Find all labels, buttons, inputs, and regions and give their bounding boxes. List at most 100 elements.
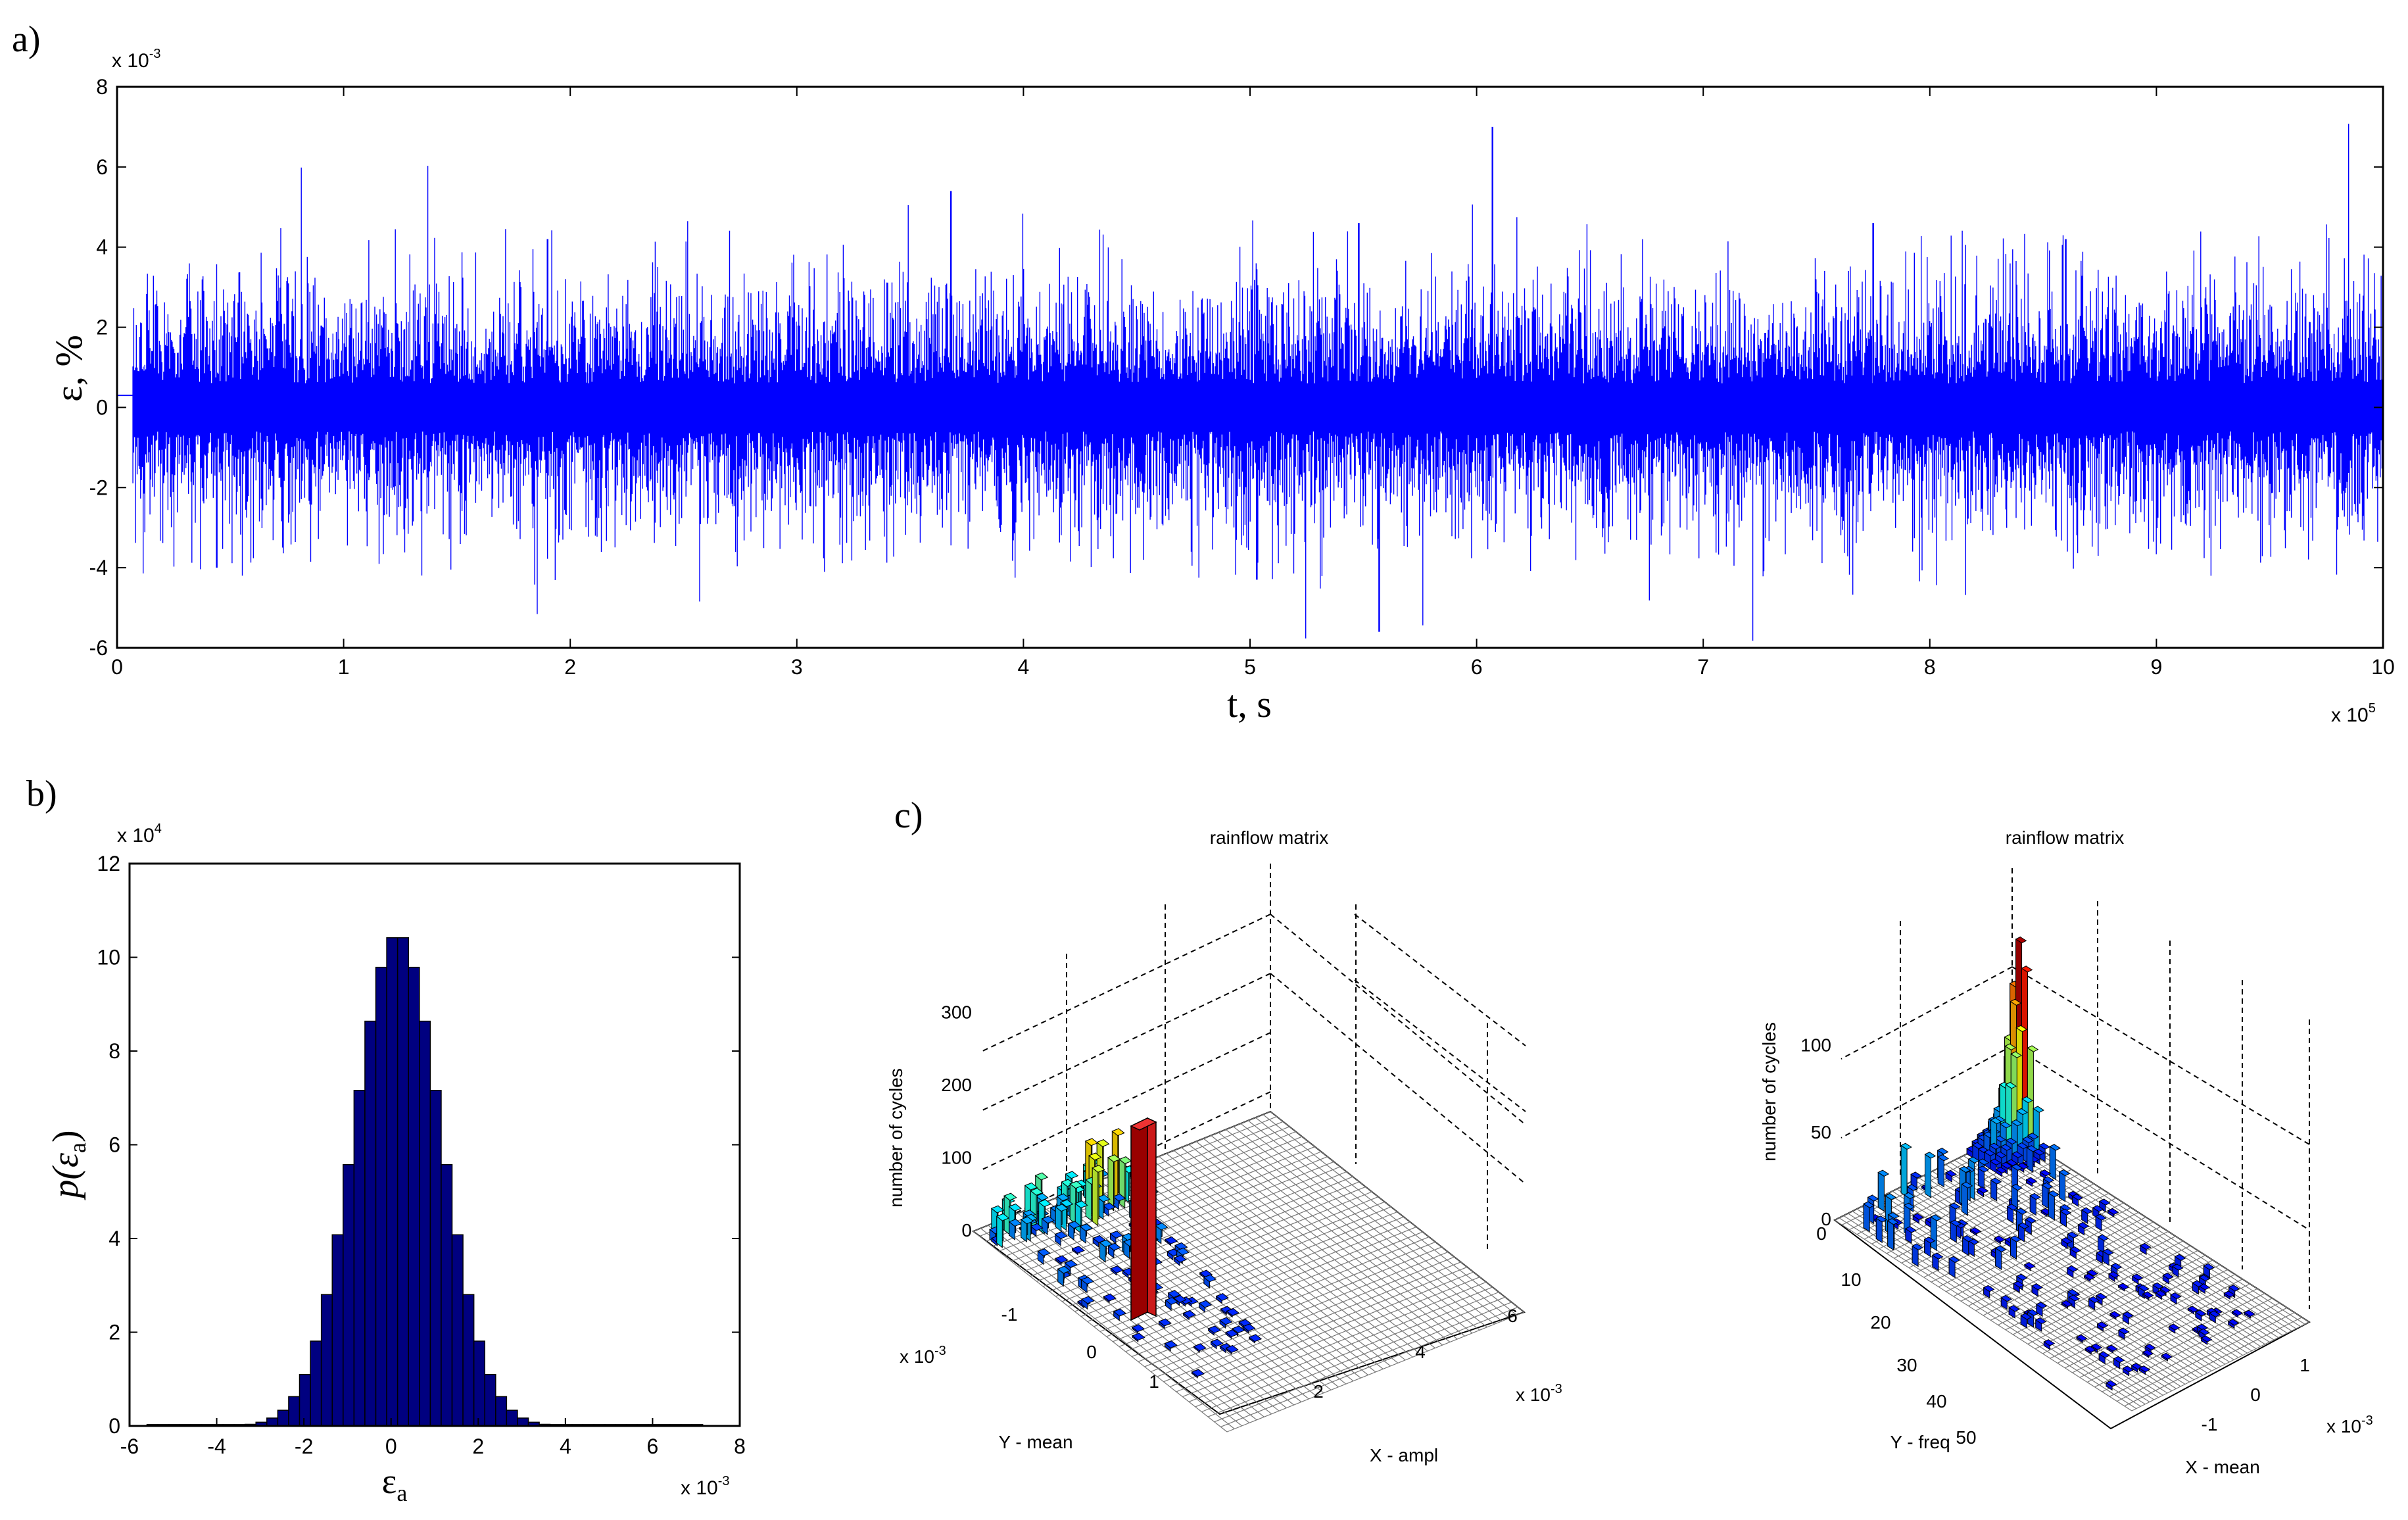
panel-c-left-bar (1176, 1247, 1190, 1256)
panel-a-y-ticks: 8 6 4 2 0 -2 -4 -6 (89, 75, 2383, 660)
panel-c-right-bar (1875, 1215, 1888, 1223)
panel-c-right-bar (1900, 1144, 1908, 1198)
panel-c-left-x-tick-label: 2 (1313, 1381, 1324, 1402)
panel-b-x-tick-label: -4 (207, 1434, 226, 1458)
panel-a-label: a) (12, 19, 41, 60)
panel-c-right-bar (2033, 1106, 2045, 1113)
panel-a-y-tick-label: 2 (96, 316, 108, 339)
panel-c-right-bar (2244, 1310, 2256, 1317)
panel-a-x-tick-label: 9 (2151, 655, 2163, 679)
panel-c-right-bar (1977, 1158, 1990, 1165)
panel-b-y-tick-label: 6 (108, 1133, 120, 1157)
panel-c-right-bar (1937, 1148, 1949, 1155)
panel-b-y-scale: x 104 (117, 821, 162, 846)
panel-c-right-bar (2015, 1025, 2028, 1033)
panel-b-x-tick-label: 2 (472, 1434, 484, 1458)
panel-b-bar (277, 1410, 289, 1427)
panel-a-y-label: ε, % (47, 335, 90, 402)
panel-c-right-bar (2097, 1234, 2109, 1241)
panel-c-left-bar (1088, 1152, 1102, 1161)
panel-c-left-peak-bar (1130, 1117, 1157, 1321)
panel-c-right-x-scale: x 10-3 (2326, 1413, 2373, 1436)
panel-c-right-bar (1912, 1243, 1923, 1250)
panel-c-left-bar (1081, 1296, 1095, 1304)
panel-c-left-bar (1242, 1323, 1256, 1332)
panel-a-x-tick-label: 2 (564, 655, 576, 679)
panel-b-bar (484, 1374, 496, 1427)
panel-c-right-z-tick-label: 100 (1800, 1035, 1831, 1056)
panel-c-left-bar (1057, 1265, 1071, 1274)
panel-c-right-bar (2081, 1207, 2093, 1214)
panel-c-right-bar (2092, 1205, 2104, 1212)
panel-c-left-bar (1092, 1165, 1105, 1173)
panel-c-right-bar (2038, 1142, 2050, 1150)
panel-c-right-bar (2200, 1335, 2213, 1342)
panel-c-right-bar (2017, 1162, 2029, 1169)
panel-b-bar (310, 1340, 322, 1427)
panel-c-right-bar (1959, 1165, 1971, 1173)
panel-c-right-bar (2035, 1302, 2048, 1309)
panel-c-left-bar (1191, 1369, 1205, 1377)
panel-b-label: b) (26, 773, 57, 814)
panel-c-right-bar (2005, 1082, 2017, 1089)
panel-c-left-bar (1198, 1300, 1213, 1308)
panel-c-left-bar (1096, 1139, 1110, 1147)
panel-c-right-bar (1962, 1183, 1968, 1216)
panel-b-bar (441, 1164, 453, 1427)
panel-c-left-bar (1107, 1156, 1114, 1212)
panel-c-right-bar (2029, 1192, 2042, 1200)
panel-a-signal (117, 124, 2384, 641)
panel-c-right-bar (2016, 1142, 2029, 1150)
panel-c-right-bar (2026, 1145, 2038, 1152)
panel-c-right-bars (1863, 936, 2256, 1391)
panel-c-left-bar (1167, 1290, 1181, 1298)
panel-c-left-bar (1248, 1334, 1263, 1342)
panel-c-right-bar (2194, 1310, 2207, 1317)
panel-c-left-x-tick-label: 6 (1507, 1306, 1518, 1326)
panel-c-left-y-scale: x 10-3 (900, 1344, 946, 1367)
panel-c-right-bar (2043, 1339, 2056, 1346)
panel-b-x-scale: x 10-3 (681, 1474, 730, 1499)
panel-c-right-bar (2231, 1309, 2244, 1316)
panel-c-right-x-label: X - mean (2185, 1457, 2260, 1477)
panel-c-left-bar (1038, 1199, 1052, 1208)
panel-c-right-bar (1903, 1202, 1915, 1210)
panel-c-right-bar (2011, 1183, 2023, 1191)
panel-c-right-bar (2011, 1151, 2023, 1158)
panel-c-right-bar (2039, 1169, 2052, 1177)
panel-c-right-bar (1910, 1171, 1923, 1179)
panel-b-x-tick-label: -6 (120, 1434, 139, 1458)
panel-c-left-bar (1064, 1260, 1078, 1268)
panel-c-right-bar (1863, 1203, 1870, 1233)
panel-c-left-bar (996, 1215, 1003, 1248)
panel-c-left-z-tick-label: 0 (961, 1220, 972, 1240)
panel-b-bar (375, 966, 387, 1427)
panel-c-left-bar (1219, 1317, 1233, 1325)
panel-b-bar (419, 1020, 431, 1427)
panel-c-left-bar (1065, 1171, 1079, 1179)
panel-c-right-bar (2013, 1281, 2025, 1288)
panel-c-left-bar (1182, 1310, 1197, 1318)
panel-c-left-bar (1226, 1308, 1240, 1316)
panel-c-left-bar (1110, 1265, 1124, 1273)
panel-b-bar (331, 1234, 344, 1427)
panel-c-right-bar (2016, 1108, 2029, 1115)
panel-c-right-bar (2209, 1310, 2221, 1317)
panel-c-right-bar (2138, 1365, 2151, 1373)
panel-c-left-z-tick-label: 100 (941, 1147, 972, 1167)
panel-c-right-bar (2035, 1317, 2047, 1325)
panel-c-left-bar (1225, 1329, 1239, 1337)
panel-b-y-tick-label: 10 (97, 946, 120, 969)
panel-c-left-y-label: Y - mean (998, 1432, 1072, 1452)
panel-c-right-bar (2068, 1294, 2081, 1302)
panel-c-right-bar (2139, 1242, 2152, 1250)
panel-c-right-z-ticks: 100 50 0 (1800, 1035, 1831, 1229)
panel-c-right-bar (1971, 1142, 1984, 1149)
panel-b-y-tick-label: 0 (108, 1414, 120, 1438)
panel-b-bar (343, 1164, 355, 1427)
panel-c-right-bar (1969, 1227, 1982, 1235)
panel-c-right-bar (1983, 1149, 1996, 1156)
panel-c-right-bar (2025, 1216, 2037, 1224)
panel-b-bar (386, 937, 398, 1427)
